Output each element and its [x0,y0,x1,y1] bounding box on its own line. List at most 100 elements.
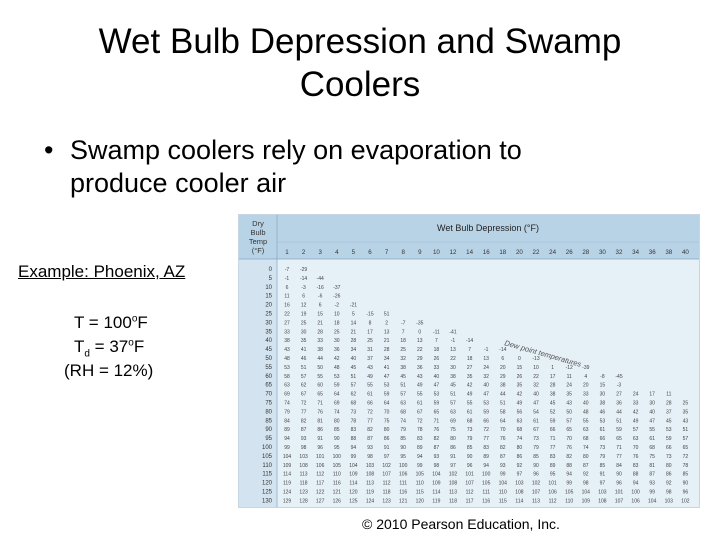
table-cell: 27 [284,320,290,326]
table-cell: 35 [566,392,572,398]
wet-bulb-table-image: Dry Bulb Temp (°F) Wet Bulb Depression (°F) 1… [238,214,700,508]
table-cell: 95 [334,445,340,451]
table-cell: 79 [400,427,406,433]
corner-header-text: (°F) [252,246,265,255]
table-cell: 120 [349,490,358,496]
table-cell: 45 [351,365,357,371]
table-cell: 103 [299,454,308,460]
table-cell: 106 [548,490,557,496]
table-cell: 55 [317,374,323,380]
table-cell: 94 [284,436,290,442]
table-cell: 104 [648,498,657,504]
table-cell: 66 [600,436,606,442]
dewpoint-value: = 37 [89,337,129,356]
table-cell: -1 [484,347,489,353]
table-cell: 76 [317,409,323,415]
table-cell: 41 [384,365,390,371]
depression-tick: 10 [433,249,440,256]
table-cell: 49 [417,383,423,389]
table-cell: 74 [400,418,406,424]
table-cell: 36 [616,401,622,407]
table-cell: 99 [500,472,506,478]
table-cell: 82 [367,427,373,433]
table-cell: 62 [351,392,357,398]
table-cell: 96 [317,445,323,451]
dry-bulb-value: 85 [265,418,272,424]
table-cell: 89 [483,454,489,460]
table-cell: 11 [567,374,572,380]
table-cell: 28 [550,383,556,389]
table-cell: 70 [566,436,572,442]
table-cell: 74 [517,436,523,442]
table-cell: -3 [617,383,622,389]
table-cell: 63 [633,436,639,442]
table-cell: 19 [301,312,307,318]
table-cell: 57 [301,374,307,380]
table-cell: 62 [301,383,307,389]
table-cell: 90 [616,472,622,478]
table-cell: 119 [366,490,374,496]
table-cell: 101 [316,454,325,460]
table-cell: 91 [384,445,390,451]
table-cell: 11 [284,294,289,300]
table-cell: 61 [649,436,655,442]
table-cell: 7 [435,338,438,344]
table-cell: 79 [284,409,290,415]
table-cell: 49 [367,374,373,380]
table-cell: 35 [301,338,307,344]
table-cell: 107 [615,498,624,504]
table-cell: 60 [317,383,323,389]
table-cell: 64 [384,401,390,407]
table-cell: 114 [283,472,291,478]
table-cell: 27 [616,392,622,398]
table-cell: 68 [649,445,655,451]
depression-tick: 34 [632,249,639,256]
table-cell: 20 [500,365,506,371]
table-cell: 113 [449,490,457,496]
table-cell: 21 [351,329,357,335]
table-cell: 78 [351,418,357,424]
dry-bulb-value: 5 [269,276,273,282]
table-cell: 92 [517,463,523,469]
table-cell: 13 [483,356,489,362]
depression-tick: 1 [285,249,289,256]
table-cell: 4 [584,374,587,380]
table-cell: 75 [450,427,456,433]
table-cell: 82 [500,445,506,451]
table-cell: -16 [317,285,324,291]
table-cell: 13 [450,347,456,353]
table-cell: 98 [434,463,440,469]
table-cell: 11 [666,392,671,398]
table-cell: 93 [649,481,655,487]
table-cell: 63 [450,409,456,415]
table-cell: -12 [566,365,573,371]
table-cell: 83 [550,454,556,460]
dry-bulb-column-bg [239,259,277,507]
table-cell: 51 [616,418,622,424]
table-cell: 79 [600,454,606,460]
example-label: Example: Phoenix, AZ [18,262,186,281]
table-cell: 34 [384,356,390,362]
table-cell: 104 [432,472,441,478]
table-cell: 90 [533,463,539,469]
depression-tick: 8 [401,249,405,256]
table-cell: 87 [367,436,373,442]
table-cell: 106 [316,463,325,469]
table-cell: 55 [467,401,473,407]
table-cell: 30 [334,338,340,344]
table-cell: 53 [600,418,606,424]
table-cell: 55 [583,418,589,424]
table-cell: 44 [500,392,506,398]
table-cell: 89 [550,463,556,469]
table-cell: 107 [532,490,541,496]
table-cell: 88 [351,436,357,442]
table-cell: 77 [483,436,489,442]
table-cell: 61 [600,427,606,433]
table-cell: 90 [467,454,473,460]
table-cell: 15 [317,312,323,318]
table-cell: 68 [583,436,589,442]
relative-humidity: (RH = 12%) [64,361,154,380]
table-cell: 85 [533,454,539,460]
table-cell: 66 [550,427,556,433]
table-cell: 47 [533,401,539,407]
